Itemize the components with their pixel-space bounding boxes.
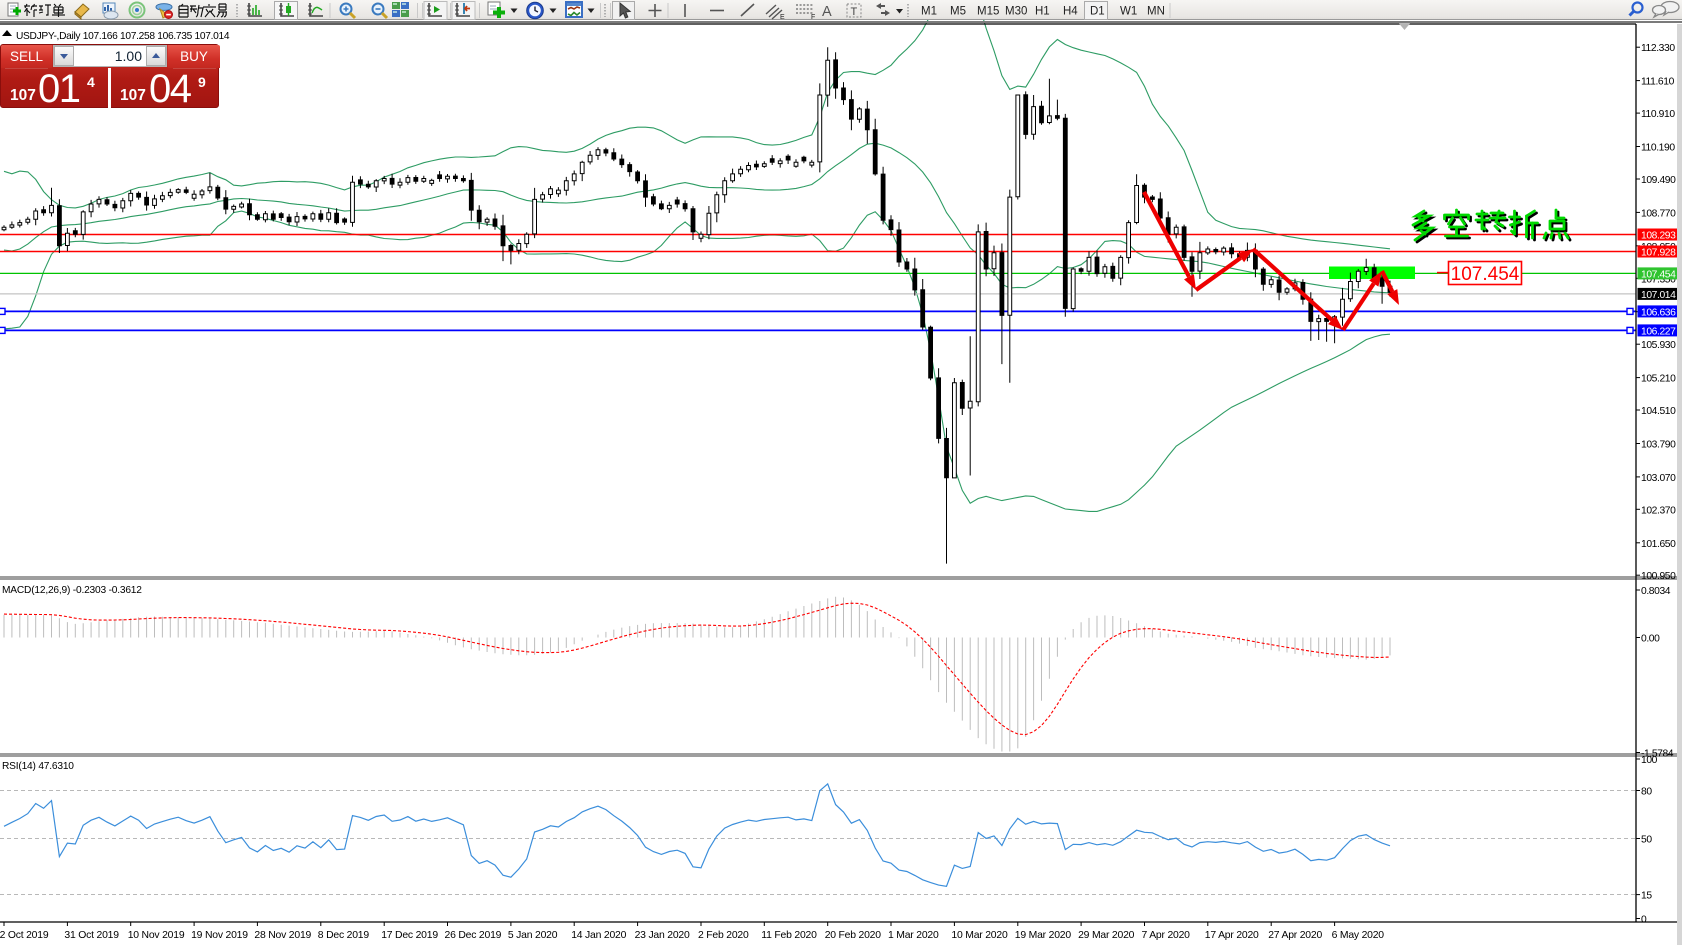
- svg-text:F: F: [811, 14, 815, 21]
- svg-text:80: 80: [1641, 787, 1652, 798]
- svg-text:112.330: 112.330: [1641, 43, 1675, 54]
- svg-text:M30: M30: [1005, 6, 1027, 18]
- svg-text:6 May 2020: 6 May 2020: [1332, 930, 1385, 941]
- svg-text:105.210: 105.210: [1641, 374, 1676, 385]
- svg-text:H1: H1: [1035, 6, 1050, 18]
- svg-text:H4: H4: [1063, 6, 1078, 18]
- svg-text:100.950: 100.950: [1641, 571, 1676, 582]
- svg-text:108.770: 108.770: [1641, 208, 1676, 219]
- svg-text:102.370: 102.370: [1641, 505, 1676, 516]
- svg-text:103.790: 103.790: [1641, 440, 1676, 451]
- svg-text:11 Feb 2020: 11 Feb 2020: [761, 930, 817, 941]
- svg-text:-1.5784: -1.5784: [1641, 749, 1674, 760]
- svg-text:1 Mar 2020: 1 Mar 2020: [888, 930, 939, 941]
- svg-text:107.928: 107.928: [1641, 248, 1676, 259]
- svg-text:27 Apr 2020: 27 Apr 2020: [1268, 930, 1322, 941]
- svg-text:A: A: [822, 4, 832, 20]
- svg-text:104.510: 104.510: [1641, 406, 1676, 417]
- svg-text:5 Jan 2020: 5 Jan 2020: [508, 930, 558, 941]
- svg-text:2 Feb 2020: 2 Feb 2020: [698, 930, 749, 941]
- svg-text:106.636: 106.636: [1641, 307, 1676, 318]
- svg-text:101.650: 101.650: [1641, 539, 1676, 550]
- svg-text:W1: W1: [1120, 6, 1137, 18]
- svg-text:T: T: [851, 6, 858, 18]
- svg-text:MN: MN: [1147, 6, 1165, 18]
- svg-text:110.190: 110.190: [1641, 143, 1675, 154]
- svg-text:107.454: 107.454: [1451, 264, 1520, 285]
- svg-text:10 Nov 2019: 10 Nov 2019: [128, 930, 185, 941]
- svg-text:108.293: 108.293: [1641, 231, 1676, 242]
- svg-text:19 Nov 2019: 19 Nov 2019: [191, 930, 248, 941]
- svg-text:0: 0: [1641, 915, 1647, 926]
- svg-text:M5: M5: [950, 6, 966, 18]
- svg-text:111.610: 111.610: [1641, 77, 1675, 88]
- svg-text:D1: D1: [1090, 6, 1105, 18]
- svg-text:17 Apr 2020: 17 Apr 2020: [1205, 930, 1259, 941]
- svg-text:31 Oct 2019: 31 Oct 2019: [64, 930, 119, 941]
- svg-text:107.014: 107.014: [1641, 290, 1676, 301]
- svg-text:0.8034: 0.8034: [1641, 586, 1671, 597]
- svg-text:107.454: 107.454: [1641, 269, 1676, 280]
- svg-text:103.070: 103.070: [1641, 473, 1676, 484]
- svg-text:109.490: 109.490: [1641, 175, 1676, 186]
- svg-text:10 Mar 2020: 10 Mar 2020: [951, 930, 1008, 941]
- svg-text:20 Feb 2020: 20 Feb 2020: [825, 930, 882, 941]
- svg-text:M15: M15: [977, 6, 999, 18]
- svg-text:107.350: 107.350: [1641, 274, 1676, 285]
- svg-text:100: 100: [1641, 755, 1658, 766]
- svg-text:105.930: 105.930: [1641, 340, 1676, 351]
- svg-text:0.00: 0.00: [1641, 634, 1660, 645]
- svg-text:14 Jan 2020: 14 Jan 2020: [571, 930, 626, 941]
- svg-text:110.910: 110.910: [1641, 109, 1675, 120]
- svg-text:23 Jan 2020: 23 Jan 2020: [635, 930, 690, 941]
- svg-text:MACD(12,26,9) -0.2303 -0.3612: MACD(12,26,9) -0.2303 -0.3612: [2, 585, 142, 596]
- svg-text:M1: M1: [921, 6, 937, 18]
- svg-text:29 Mar 2020: 29 Mar 2020: [1078, 930, 1135, 941]
- svg-text:50: 50: [1641, 835, 1652, 846]
- svg-text:15: 15: [1641, 891, 1652, 902]
- svg-text:26 Dec 2019: 26 Dec 2019: [445, 930, 502, 941]
- svg-text:8 Dec 2019: 8 Dec 2019: [318, 930, 370, 941]
- svg-text:106.227: 106.227: [1641, 326, 1676, 337]
- svg-text:7 Apr 2020: 7 Apr 2020: [1142, 930, 1191, 941]
- svg-text:19 Mar 2020: 19 Mar 2020: [1015, 930, 1072, 941]
- svg-text:17 Dec 2019: 17 Dec 2019: [381, 930, 438, 941]
- svg-text:USDJPY-,Daily 107.166 107.258: USDJPY-,Daily 107.166 107.258 106.735 10…: [16, 31, 230, 42]
- svg-text:28 Nov 2019: 28 Nov 2019: [254, 930, 311, 941]
- svg-text:22 Oct 2019: 22 Oct 2019: [0, 930, 49, 941]
- svg-text:E: E: [780, 14, 785, 21]
- svg-text:RSI(14) 47.6310: RSI(14) 47.6310: [2, 761, 74, 772]
